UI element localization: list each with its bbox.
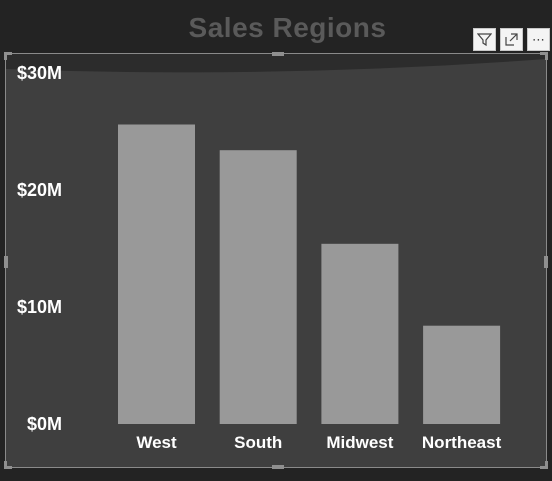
resize-handle-top-left[interactable] [4, 52, 12, 55]
filter-button[interactable] [473, 28, 496, 51]
bar-midwest[interactable] [321, 243, 399, 424]
more-options-button[interactable]: ⋯ [527, 28, 550, 51]
focus-mode-icon [505, 33, 518, 46]
bar-south[interactable] [219, 150, 297, 424]
more-options-icon: ⋯ [532, 31, 545, 47]
visual-header-toolbar: ⋯ [473, 28, 550, 51]
y-tick-label: $10M [17, 297, 62, 317]
x-category-label: Northeast [422, 433, 502, 452]
bar-west[interactable] [118, 124, 195, 425]
resize-handle-bottom[interactable] [272, 465, 284, 469]
resize-handle-top[interactable] [272, 52, 284, 56]
chart-title: Sales Regions [188, 12, 387, 43]
y-tick-label: $20M [17, 180, 62, 200]
bar-northeast[interactable] [423, 325, 501, 424]
y-tick-label: $0M [27, 414, 62, 434]
resize-handle-right[interactable] [544, 256, 548, 268]
y-tick-label: $30M [17, 63, 62, 83]
x-category-label: South [234, 433, 282, 452]
bar-chart-visual[interactable]: $0M $10M $20M $30M West South Midwest Northeas… [4, 52, 548, 469]
bar-chart: $0M $10M $20M $30M West South Midwest Northeas… [6, 54, 546, 452]
resize-handle-bottom-right[interactable] [540, 466, 548, 469]
resize-handle-top-left-v[interactable] [4, 52, 7, 60]
x-category-label: Midwest [326, 433, 393, 452]
focus-mode-button[interactable] [500, 28, 523, 51]
resize-handle-left[interactable] [4, 256, 8, 268]
plot-top-shade [6, 54, 546, 73]
resize-handle-bottom-left-v[interactable] [4, 461, 7, 469]
resize-handle-bottom-left[interactable] [4, 466, 12, 469]
x-category-label: West [136, 433, 177, 452]
resize-handle-top-right-v[interactable] [545, 52, 548, 60]
resize-handle-top-right[interactable] [540, 52, 548, 55]
resize-handle-bottom-right-v[interactable] [545, 461, 548, 469]
filter-icon [477, 33, 492, 47]
